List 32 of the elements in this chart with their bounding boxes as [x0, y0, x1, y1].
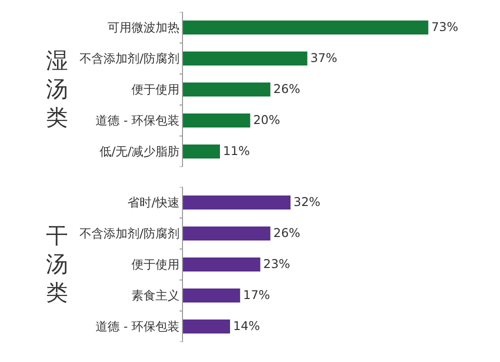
bar: [183, 288, 240, 302]
bar: [183, 196, 291, 210]
data-label: 73%: [431, 20, 458, 34]
data-label: 14%: [233, 318, 260, 333]
bar: [183, 20, 428, 34]
data-label: 11%: [222, 144, 250, 158]
data-label: 26%: [273, 82, 300, 96]
y-axis-title: 干汤类: [46, 224, 68, 306]
y-axis-title: 湿汤类: [46, 49, 68, 132]
data-label: 17%: [243, 288, 270, 302]
bar: [183, 258, 260, 272]
y-tick-label: 道德 - 环保包装: [96, 114, 180, 128]
data-label: 23%: [263, 256, 290, 271]
data-label: 20%: [253, 112, 280, 127]
bar: [183, 320, 230, 334]
y-tick-label: 便于使用: [132, 82, 180, 97]
y-tick-label: 道德 - 环保包装: [96, 320, 180, 334]
y-tick-label: 可用微波加热: [108, 20, 180, 35]
y-tick-label: 低/无/减少脂肪: [100, 144, 180, 159]
y-tick-label: 便于使用: [132, 258, 180, 272]
bar: [183, 226, 270, 240]
y-tick-label: 素食主义: [132, 288, 180, 303]
y-tick-label: 省时/快速: [128, 196, 180, 210]
data-label: 26%: [273, 226, 300, 240]
bar: [183, 114, 250, 128]
bar: [183, 144, 220, 158]
y-tick-label: 不含添加剂/防腐剂: [80, 226, 180, 241]
bar: [183, 52, 308, 66]
bar: [183, 82, 270, 96]
data-label: 37%: [310, 50, 338, 65]
y-tick-label: 不含添加剂/防腐剂: [80, 52, 180, 66]
data-label: 32%: [294, 194, 320, 209]
